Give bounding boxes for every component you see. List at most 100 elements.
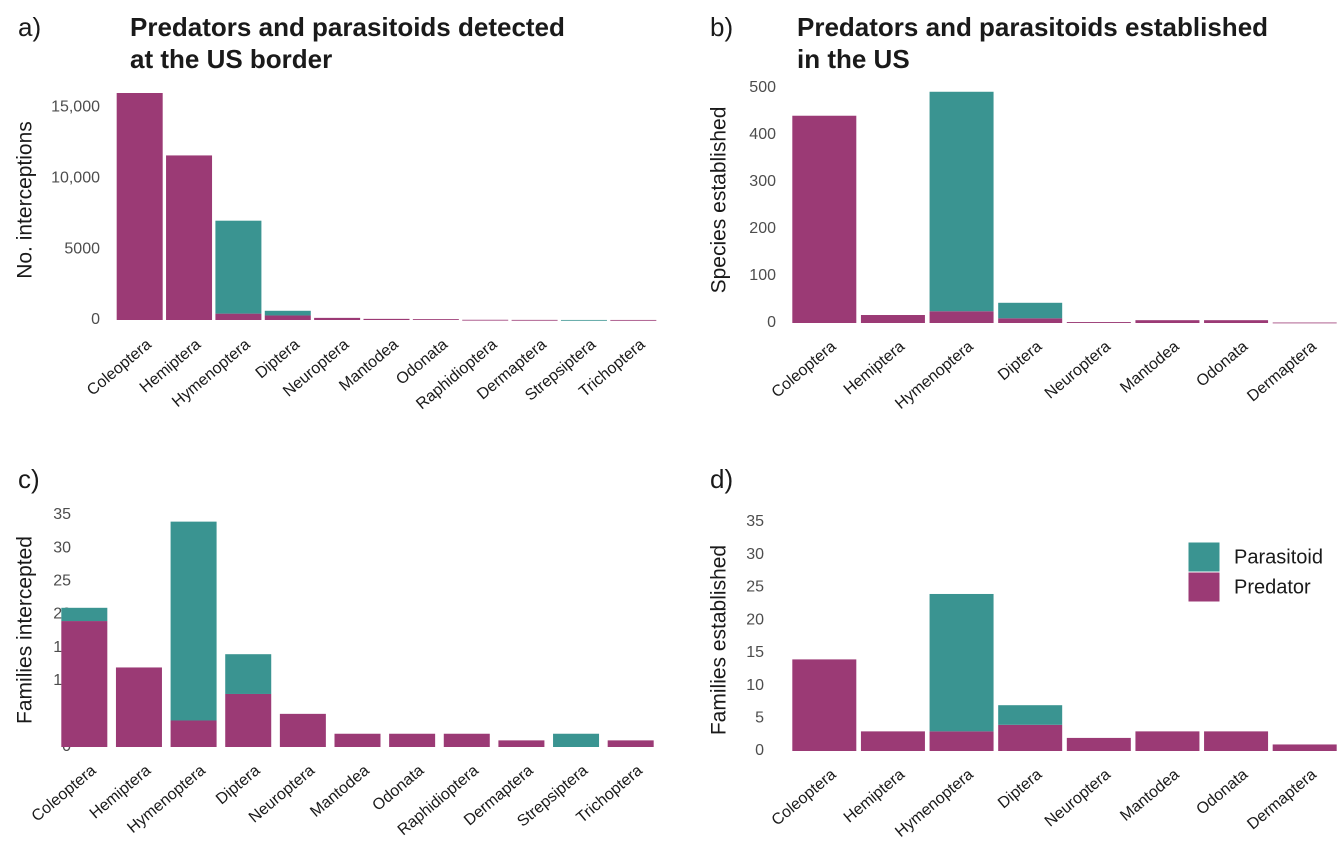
panel-c-label: c) [18,464,40,494]
panel-a-bar-parasitoid-diptera [264,310,311,316]
panel-a-bar-predator-neuroptera [314,317,361,320]
panel-b-label: b) [710,12,733,42]
panel-b-x-tick-label-diptera: Diptera [995,338,1046,384]
panel-b-y-axis-label: Species established [708,107,731,294]
panel-a-label: a) [18,12,41,42]
panel-c-x-tick-label-mantodea: Mantodea [307,762,373,821]
panel-c-bar-predator-mantodea [334,733,381,747]
panel-c-bar-parasitoid-strepsiptera [553,733,600,747]
panel-b-x-tick-label-mantodea: Mantodea [1117,338,1183,397]
panel-d-y-tick-label: 20 [746,611,764,628]
panel-b-bar-predator-neuroptera [1066,322,1131,323]
panel-c-x-tick-label-coleoptera: Coleoptera [29,762,100,825]
panel-c-bar-parasitoid-hymenoptera [170,521,217,721]
panel-d-y-tick-label: 15 [746,644,764,661]
panel-c-bar-predator-odonata [389,733,436,747]
panel-b-bar-predator-hymenoptera [929,311,994,323]
panel-c-x-tick-label-diptera: Diptera [213,762,264,808]
panel-a-title-line: at the US border [130,44,332,74]
panel-b-y-tick-label: 200 [749,220,776,237]
panel-a-y-tick-label: 15,000 [51,98,100,115]
panel-a-bar-predator-odonata [412,319,459,320]
panel-a-bar-predator-hymenoptera [215,313,262,320]
panel-b-y-tick-label: 100 [749,267,776,284]
panel-d-bar-parasitoid-hymenoptera [929,593,994,732]
panel-a-bar-parasitoid-hymenoptera [215,220,262,314]
panel-d-y-tick-label: 25 [746,579,764,596]
panel-d-label: d) [710,464,733,494]
panel-c-bar-predator-hymenoptera [170,720,217,747]
panel-a-bar-predator-coleoptera [116,93,163,320]
panel-d-bar-predator-odonata [1204,731,1269,751]
panel-a-title-line: Predators and parasitoids detected [130,12,565,42]
panel-b-x-tick-label-neuroptera: Neuroptera [1042,338,1114,403]
panel-c-bar-parasitoid-diptera [225,654,272,694]
panel-c-y-tick-label: 30 [53,539,71,556]
panel-a-bar-predator-hemiptera [166,155,213,320]
panel-b-bar-predator-dermaptera [1272,322,1337,324]
panel-b-y-tick-label: 0 [767,314,776,331]
panel-d-x-tick-label-coleoptera: Coleoptera [769,766,840,829]
panel-b-y-tick-label: 500 [749,79,776,96]
panel-d-y-tick-label: 10 [746,677,764,694]
panel-b-bar-parasitoid-diptera [998,302,1063,319]
legend-label-predator: Predator [1234,576,1311,598]
panel-a-bar-predator-mantodea [363,318,410,320]
panel-d-bar-predator-neuroptera [1066,737,1131,751]
panel-c-bar-predator-dermaptera [498,740,545,747]
panel-a-y-tick-label: 10,000 [51,169,100,186]
panel-c-bar-predator-hemiptera [115,667,162,747]
panel-d-y-tick-label: 0 [755,742,764,759]
panel-a-bar-parasitoid-strepsiptera [560,319,607,321]
panel-c-bar-predator-diptera [225,693,272,747]
panel-a-y-axis-label: No. interceptions [14,121,37,279]
legend-swatch-predator [1187,571,1221,603]
panel-d-x-tick-label-dermaptera: Dermaptera [1244,766,1320,833]
panel-a-bar-predator-diptera [264,315,311,320]
panel-d-y-tick-label: 30 [746,546,764,563]
panel-c-bar-predator-trichoptera [607,740,654,747]
panel-b-bar-predator-diptera [998,318,1063,323]
panel-d-x-tick-label-hemiptera: Hemiptera [841,766,909,827]
panel-a-bar-predator-dermaptera [511,319,558,321]
panel-b-bar-predator-hemiptera [860,315,925,323]
panel-b-title-line: Predators and parasitoids established [797,12,1268,42]
legend-swatch-parasitoid [1187,541,1221,573]
panel-b-x-tick-label-coleoptera: Coleoptera [769,338,840,401]
panel-b-x-tick-label-hemiptera: Hemiptera [841,338,909,399]
panel-a-bar-predator-raphidioptera [462,319,509,321]
panel-d-bar-predator-diptera [998,724,1063,751]
panel-d-x-tick-label-neuroptera: Neuroptera [1042,766,1114,831]
panel-d-x-tick-label-diptera: Diptera [995,766,1046,812]
panel-a-y-tick-label: 0 [91,311,100,328]
panel-b-y-tick-label: 400 [749,126,776,143]
panel-a-bar-predator-trichoptera [610,319,657,321]
panel-b-bar-predator-odonata [1204,320,1269,323]
panel-b-x-tick-label-dermaptera: Dermaptera [1244,338,1320,405]
panel-d-bar-predator-coleoptera [792,659,857,751]
panel-d-bar-parasitoid-diptera [998,705,1063,725]
panel-b-bar-predator-mantodea [1135,320,1200,323]
panel-b-bar-predator-coleoptera [792,115,857,323]
panel-c-y-axis-label: Families intercepted [14,536,37,724]
panel-b-y-tick-label: 300 [749,173,776,190]
panel-c-bar-predator-raphidioptera [443,733,490,747]
panel-d-bar-predator-mantodea [1135,731,1200,751]
panel-d-y-tick-label: 5 [755,710,764,727]
panel-c-bar-predator-coleoptera [61,621,108,747]
panel-c-bar-predator-neuroptera [279,713,326,747]
panel-d-bar-predator-hymenoptera [929,731,994,751]
panel-c-y-tick-label: 25 [53,573,71,590]
panel-d-y-axis-label: Families established [708,545,731,735]
panel-d-y-tick-label: 35 [746,513,764,530]
panel-b-x-tick-label-odonata: Odonata [1193,338,1251,391]
panel-d-x-tick-label-odonata: Odonata [1193,766,1251,819]
panel-b-bar-parasitoid-hymenoptera [929,91,994,312]
panel-d-bar-predator-hemiptera [860,731,925,751]
panel-a-y-tick-label: 5000 [64,240,100,257]
legend-label-parasitoid: Parasitoid [1234,546,1323,568]
panel-d-bar-predator-dermaptera [1272,744,1337,751]
panel-c-y-tick-label: 35 [53,506,71,523]
panel-b-title-line: in the US [797,44,910,74]
